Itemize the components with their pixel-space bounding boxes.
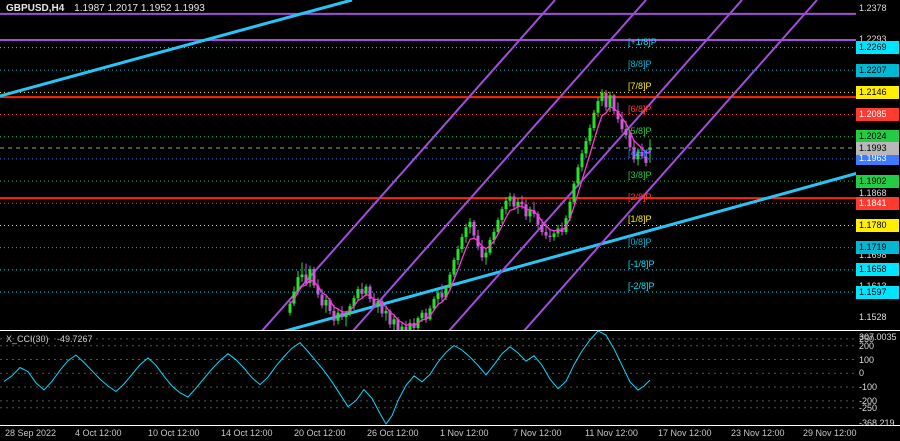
chart-title: GBPUSD,H4 1.1987 1.2017 1.1952 1.1993	[6, 3, 205, 14]
price-axis[interactable]: 1.23781.22931.18681.16981.16131.15281.22…	[856, 0, 900, 425]
cci-scale-label: 200	[859, 340, 875, 351]
time-label: 26 Oct 12:00	[367, 428, 419, 438]
murrey-price-box: 1.1780	[856, 218, 899, 232]
cci-scale-label: -100	[859, 382, 878, 393]
trendline[interactable]	[523, 0, 818, 332]
cci-min-label: -368.219	[859, 418, 895, 428]
trendline[interactable]	[448, 0, 743, 332]
price-tick: 1.1698	[859, 250, 887, 261]
time-label: 17 Nov 12:00	[658, 428, 712, 438]
trendline[interactable]	[0, 0, 353, 98]
ma-line	[289, 106, 651, 327]
murrey-price-box: 1.1719	[856, 241, 899, 255]
cci-indicator-value: -49.7267	[57, 334, 93, 344]
murrey-price-box: 1.2269	[856, 41, 899, 55]
cci-scale-label: 0	[859, 368, 865, 379]
cci-scale-label: -250	[859, 402, 878, 413]
current-price-box: 1.1993	[856, 141, 899, 155]
murrey-price-box: 1.2146	[856, 85, 899, 99]
time-label: 4 Oct 12:00	[75, 428, 122, 438]
time-label: 29 Nov 12:00	[803, 428, 857, 438]
murrey-price-box: 1.1597	[856, 285, 899, 299]
candlestick-series	[288, 89, 652, 330]
murrey-price-box: 1.2024	[856, 130, 899, 144]
cci-indicator-name: X_CCI(30)	[6, 334, 49, 344]
time-label: 14 Oct 12:00	[221, 428, 273, 438]
time-label: 7 Nov 12:00	[513, 428, 562, 438]
time-label: 28 Sep 2022	[5, 428, 57, 438]
trendline[interactable]	[352, 0, 647, 332]
time-label: 23 Nov 12:00	[731, 428, 785, 438]
price-tick: 1.2378	[859, 3, 887, 13]
cci-scale-label: 250	[859, 333, 875, 344]
time-axis[interactable]: 28 Sep 2022 4 Oct 12:00 10 Oct 12:00 14 Oct…	[0, 428, 900, 441]
murrey-price-box: 1.1841	[856, 196, 899, 210]
murrey-price-box: 1.1658	[856, 263, 899, 277]
price-tick: 1.1868	[859, 188, 887, 199]
murrey-price-box: 1.2207	[856, 63, 899, 77]
murrey-price-box: 1.2085	[856, 108, 899, 122]
murrey-price-box: 1.1963	[856, 152, 899, 166]
cci-indicator-label: X_CCI(30) -49.7267	[6, 334, 93, 344]
murrey-price-box: 1.1902	[856, 174, 899, 188]
price-plot-area[interactable]	[0, 0, 880, 339]
time-label: 1 Nov 12:00	[440, 428, 489, 438]
cci-scale-label: 100	[859, 354, 875, 365]
time-label: 20 Oct 12:00	[294, 428, 346, 438]
ohlc-values: 1.1987 1.2017 1.1952 1.1993	[74, 3, 205, 14]
cci-scale-label: -200	[859, 395, 878, 406]
cci-axis[interactable]: 307.0035 250 200 100 0 -100 -200 -250 -368.219	[856, 0, 900, 441]
cci-max-label: 307.0035	[859, 332, 897, 342]
time-label: 10 Oct 12:00	[148, 428, 200, 438]
time-label: 11 Nov 12:00	[585, 428, 638, 438]
price-tick: 1.2293	[859, 33, 887, 44]
price-tick: 1.1528	[859, 312, 887, 323]
symbol-period-label: GBPUSD,H4	[6, 3, 65, 14]
cci-line	[3, 330, 651, 425]
